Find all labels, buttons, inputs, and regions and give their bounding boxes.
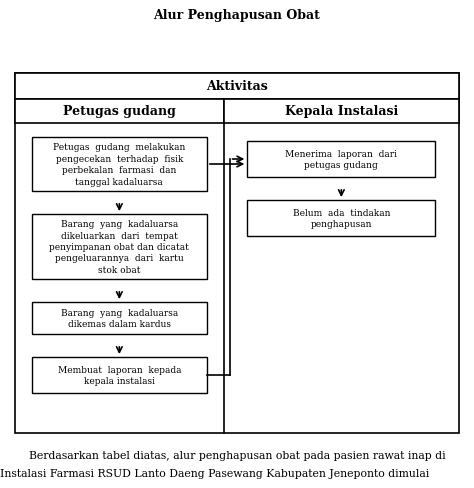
Bar [15,74,459,433]
Bar [15,100,224,124]
Bar [32,357,207,393]
Bar [15,74,459,100]
Text: Barang  yang  kadaluarsa
dikemas dalam kardus: Barang yang kadaluarsa dikemas dalam kar… [61,308,178,328]
Text: Berdasarkan tabel diatas, alur penghapusan obat pada pasien rawat inap di: Berdasarkan tabel diatas, alur penghapus… [15,450,446,460]
Text: Aktivitas: Aktivitas [206,81,268,93]
Bar [32,215,207,280]
Text: Belum  ada  tindakan
penghapusan: Belum ada tindakan penghapusan [292,208,390,229]
Text: Barang  yang  kadaluarsa
dikeluarkan  dari  tempat
penyimpanan obat dan dicatat
: Barang yang kadaluarsa dikeluarkan dari … [49,220,189,274]
Text: Menerima  laporan  dari
petugas gudang: Menerima laporan dari petugas gudang [285,149,397,170]
Text: ALAUDDIN: ALAUDDIN [83,287,391,339]
Text: Kepala Instalasi: Kepala Instalasi [285,105,398,118]
Bar [224,100,459,124]
Bar [32,138,207,192]
Bar [247,142,436,178]
Text: Petugas  gudang  melakukan
pengecekan  terhadap  fisik
perbekalan  farmasi  dan
: Petugas gudang melakukan pengecekan terh… [53,143,185,186]
Text: Petugas gudang: Petugas gudang [63,105,176,118]
Text: Instalasi Farmasi RSUD Lanto Daeng Pasewang Kabupaten Jeneponto dimulai: Instalasi Farmasi RSUD Lanto Daeng Pasew… [0,468,429,478]
Text: Alur Penghapusan Obat: Alur Penghapusan Obat [154,9,320,22]
Bar [32,303,207,334]
Text: Membuat  laporan  kepada
kepala instalasi: Membuat laporan kepada kepala instalasi [57,365,181,386]
Bar [247,201,436,237]
